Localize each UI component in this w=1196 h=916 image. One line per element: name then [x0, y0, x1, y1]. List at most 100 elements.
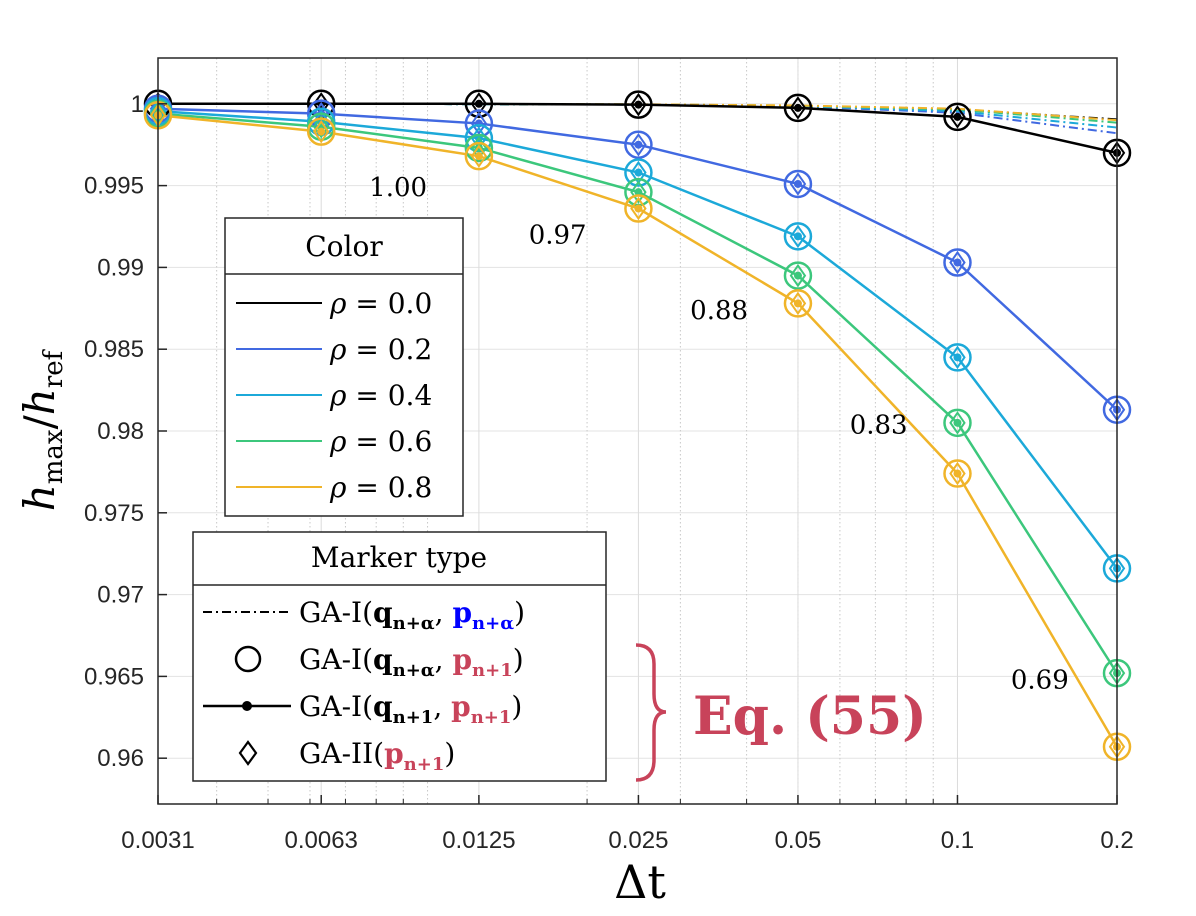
- y-tick-label: 0.98: [97, 418, 144, 445]
- ratio-annotation: 0.69: [1011, 666, 1069, 696]
- marker-dot: [634, 140, 643, 149]
- y-tick-label: 0.96: [97, 745, 144, 772]
- ratio-annotation: 0.97: [529, 221, 587, 251]
- marker-legend-label: GA-II(pn+1): [299, 737, 455, 775]
- color-legend-entries: ρ = 0.0 ρ = 0.2 ρ = 0.4 ρ = 0.6 ρ = 0.8: [236, 287, 432, 504]
- marker-legend: Marker type GA-I(qn+α, pn+α)GA-I(qn+α, p…: [192, 531, 607, 782]
- marker-dot: [953, 353, 962, 362]
- marker-diamond: [312, 119, 330, 144]
- marker-diamond: [630, 196, 647, 221]
- marker-diamond: [949, 250, 966, 275]
- marker-diamond: [630, 132, 647, 157]
- x-tick-label: 0.025: [608, 827, 668, 854]
- marker-legend-label: GA-I(qn+α, pn+α): [299, 596, 525, 634]
- marker-dot: [474, 152, 483, 161]
- annotations: 1.00 0.97 0.88 0.83 0.69: [369, 173, 1069, 695]
- y-tick-label: 1: [131, 91, 144, 118]
- marker-dot: [634, 100, 643, 109]
- marker-circle: [624, 158, 653, 187]
- x-axis-label: Δt: [614, 855, 666, 909]
- marker-circle: [464, 89, 494, 119]
- marker-circle: [943, 102, 972, 132]
- axis-ticks: 0.0031 0.0063 0.0125 0.025 0.05 0.1 0.2 0.96 0.9…: [84, 91, 1134, 854]
- marker-dot: [953, 258, 962, 267]
- marker-legend-circle-swatch: [234, 645, 262, 673]
- marker-diamond: [949, 461, 966, 486]
- marker-diamond: [630, 180, 647, 204]
- marker-diamond: [949, 345, 966, 370]
- marker-dot: [317, 127, 326, 136]
- y-tick-label: 0.97: [97, 582, 144, 609]
- marker-circle: [943, 343, 972, 372]
- x-tick-label: 0.05: [775, 827, 822, 854]
- ratio-annotation: 0.83: [850, 410, 908, 440]
- y-tick-label: 0.965: [84, 663, 144, 690]
- marker-circle: [624, 130, 653, 159]
- x-tick-label: 0.1: [941, 827, 974, 854]
- marker-diamond: [630, 92, 647, 117]
- y-axis-label: hmax/href: [15, 348, 69, 511]
- color-legend-box: [224, 217, 464, 517]
- marker-dot: [634, 188, 643, 197]
- color-legend-label: ρ = 0.8: [329, 471, 432, 504]
- marker-circle: [943, 248, 972, 277]
- color-legend-title: Color: [305, 230, 383, 263]
- marker-diamond: [949, 411, 966, 435]
- marker-diamond: [470, 144, 488, 168]
- marker-diamond: [470, 111, 488, 136]
- marker-circle: [783, 222, 813, 251]
- marker-dot: [793, 299, 802, 308]
- color-legend: Color ρ = 0.0ρ = 0.2ρ = 0.4ρ = 0.6ρ = 0.…: [224, 217, 464, 517]
- marker-dot: [953, 112, 962, 121]
- x-tick-label: 0.2: [1100, 827, 1133, 854]
- marker-legend-dot-swatch: [242, 701, 252, 711]
- curly-brace: [635, 643, 667, 782]
- marker-circle: [783, 289, 813, 318]
- marker-diamond: [789, 224, 807, 249]
- y-tick-label: 0.995: [84, 173, 144, 200]
- ratio-annotation: 0.88: [690, 296, 748, 326]
- marker-dot: [793, 179, 802, 188]
- marker-dot: [793, 271, 802, 280]
- marker-circle: [624, 194, 653, 223]
- marker-diamond: [949, 105, 966, 129]
- marker-legend-box: [192, 531, 607, 782]
- y-tick-label: 0.985: [84, 336, 144, 363]
- ratio-annotation: 1.00: [369, 173, 427, 203]
- marker-dot: [793, 232, 802, 241]
- marker-circle: [464, 141, 494, 171]
- marker-circle: [943, 459, 972, 488]
- y-tick-label: 0.99: [97, 254, 144, 281]
- marker-diamond: [789, 263, 807, 288]
- marker-circle: [306, 117, 336, 146]
- marker-diamond: [312, 114, 330, 139]
- marker-diamond: [789, 172, 807, 196]
- marker-legend-diamond-swatch: [238, 740, 258, 766]
- marker-circle: [624, 90, 653, 119]
- marker-circle: [783, 93, 813, 123]
- marker-dot: [953, 469, 962, 478]
- marker-legend-label: GA-I(qn+1, pn+1): [299, 690, 522, 728]
- svg-text:hmax/href: hmax/href: [15, 348, 69, 511]
- color-legend-label: ρ = 0.2: [329, 333, 432, 366]
- marker-legend-entries: GA-I(qn+α, pn+α) GA-I(qn+α, pn+1) GA-I(qn+…: [203, 596, 525, 775]
- marker-circle: [783, 169, 813, 199]
- x-tick-label: 0.0125: [442, 827, 515, 854]
- marker-legend-title: Marker type: [311, 541, 487, 574]
- color-legend-label: ρ = 0.0: [329, 287, 432, 320]
- marker-dot: [953, 418, 962, 427]
- marker-circle: [943, 408, 972, 438]
- marker-dot: [474, 99, 483, 108]
- color-legend-label: ρ = 0.4: [329, 379, 432, 412]
- marker-diamond: [789, 291, 807, 316]
- marker-legend-label: GA-I(qn+α, pn+1): [299, 643, 524, 681]
- marker-circle: [783, 261, 813, 290]
- marker-dot: [793, 103, 802, 112]
- marker-dot: [634, 204, 643, 213]
- marker-dot: [634, 168, 643, 177]
- marker-diamond: [789, 96, 807, 120]
- x-tick-label: 0.0031: [121, 827, 194, 854]
- equation-label: Eq. (55): [693, 686, 927, 747]
- x-tick-label: 0.0063: [285, 827, 358, 854]
